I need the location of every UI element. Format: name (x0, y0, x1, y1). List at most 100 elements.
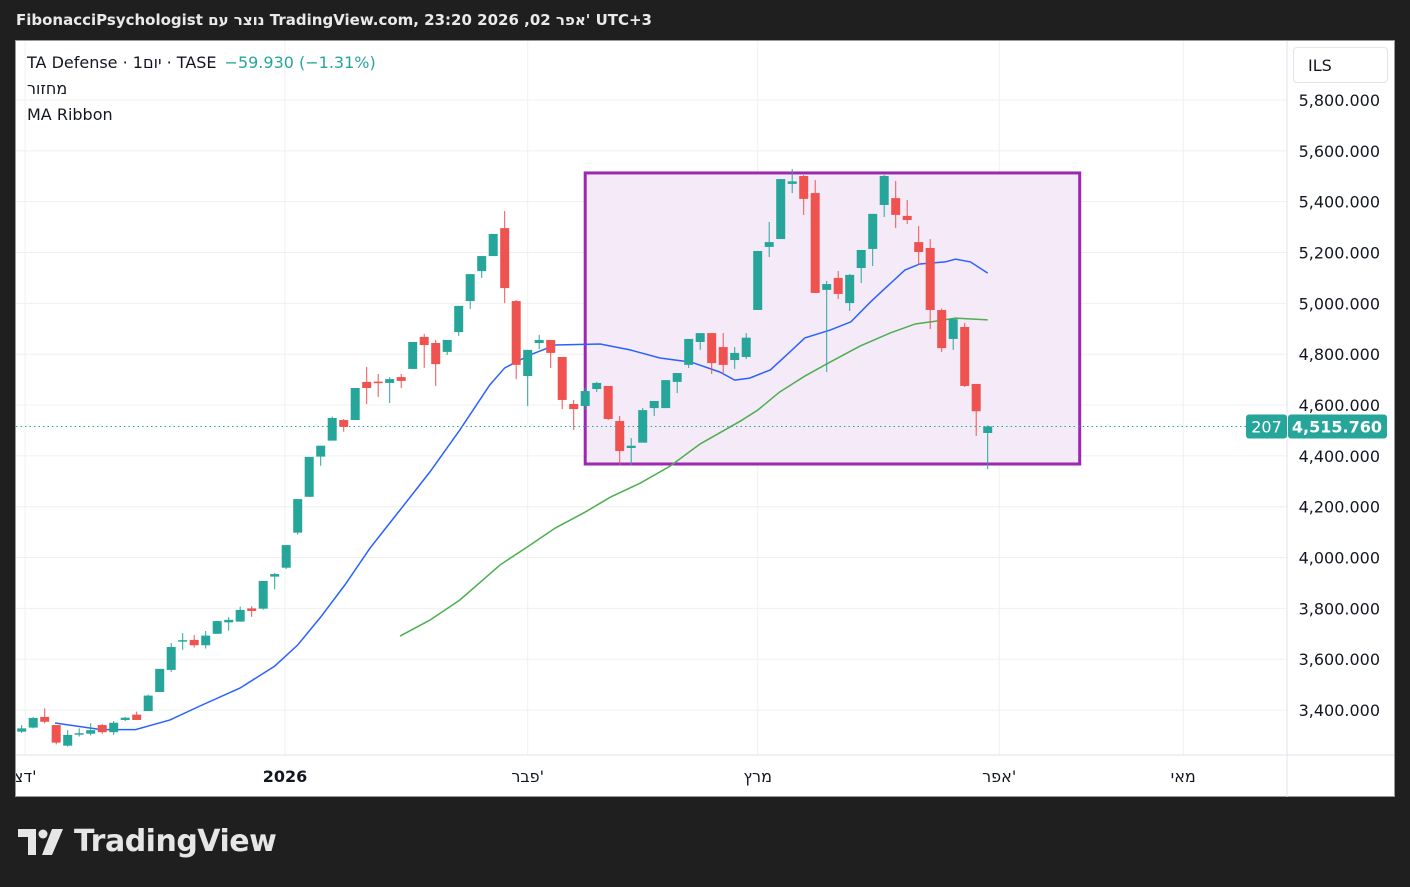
candle (281, 545, 291, 569)
symbol-legend[interactable]: TA Defense · 1יום · TASE −59.930 (−1.31%) (27, 53, 376, 72)
candle (373, 374, 383, 397)
candle-body (258, 580, 268, 609)
candle-body (431, 343, 441, 365)
candle-body (891, 198, 901, 215)
candle (97, 724, 107, 734)
ma-ribbon-legend[interactable]: MA Ribbon (27, 105, 113, 124)
candle-body (270, 574, 280, 577)
candle (845, 274, 855, 311)
candle-body (534, 339, 544, 344)
candle (132, 711, 142, 720)
candle-body (718, 347, 728, 365)
candle-body (937, 309, 947, 349)
candle (914, 226, 924, 265)
candle (925, 239, 935, 330)
time-tick-label: אפר' (982, 767, 1016, 786)
time-tick-label: מרץ (743, 767, 772, 786)
candle (454, 305, 464, 336)
price-tick-label: 4,200.000 (1299, 498, 1380, 517)
candle (258, 580, 268, 610)
candle (856, 249, 866, 284)
candle (638, 408, 648, 443)
candle (661, 380, 671, 409)
candle (120, 716, 130, 721)
candle-body (511, 301, 521, 365)
candle-body (948, 319, 958, 339)
candle-body (74, 733, 84, 735)
candle-body (557, 356, 567, 400)
candle-body (753, 250, 763, 310)
candle-body (592, 382, 602, 390)
countdown-badge (1246, 414, 1287, 439)
candle-body (649, 400, 659, 409)
candle (488, 233, 498, 257)
candle-body (707, 333, 717, 364)
candle (109, 720, 119, 735)
candle-body (914, 242, 924, 253)
candle (63, 730, 73, 747)
candle-body (143, 695, 153, 712)
candle-body (63, 734, 73, 746)
candle (569, 399, 579, 430)
candle (327, 416, 337, 441)
candle (178, 633, 188, 650)
candle-body (304, 456, 314, 497)
candle (764, 222, 774, 258)
candle-body (960, 326, 970, 386)
candle-body (132, 714, 142, 720)
price-tick-label: 5,600.000 (1299, 142, 1380, 161)
candle (28, 717, 38, 729)
candle (293, 499, 303, 535)
currency-button[interactable]: ILS (1293, 47, 1388, 83)
candle (17, 725, 27, 733)
candle-body (879, 176, 889, 205)
candle (362, 366, 372, 405)
candle-body (166, 647, 176, 670)
tradingview-logo-icon (18, 828, 63, 855)
candle (74, 728, 84, 737)
candle-body (385, 379, 395, 383)
candle-body (810, 193, 820, 293)
candle-body (626, 445, 636, 448)
candle (143, 694, 153, 712)
candle (902, 199, 912, 225)
candle (224, 617, 234, 631)
candle (51, 725, 61, 745)
candle-body (615, 421, 625, 452)
ma-slow-line (399, 317, 988, 637)
candle (592, 381, 602, 393)
candle (155, 668, 165, 693)
candle (546, 339, 556, 368)
candle-body (465, 274, 475, 302)
candle-body (546, 339, 556, 353)
candle (960, 322, 970, 387)
candle-body (212, 621, 222, 634)
price-tick-label: 5,200.000 (1299, 244, 1380, 263)
chart-caption: FibonacciPsychologist נוצר עם TradingVie… (16, 11, 652, 29)
candle-body (17, 728, 27, 732)
candle-body (776, 179, 786, 240)
candle-body (247, 608, 257, 611)
candle-body (799, 176, 809, 199)
candle-body (925, 247, 935, 310)
candle-body (442, 339, 452, 352)
candle (86, 723, 96, 736)
price-change: −59.930 (−1.31%) (224, 53, 376, 72)
candle-body (672, 373, 682, 382)
candle-body (971, 383, 981, 412)
volume-legend[interactable]: מחזור (27, 79, 68, 98)
candle-body (902, 215, 912, 220)
price-tick-label: 5,400.000 (1299, 193, 1380, 212)
symbol-title: TA Defense · 1יום · TASE (27, 53, 217, 72)
candle (477, 256, 487, 278)
candle-body (224, 619, 234, 623)
candle (511, 300, 521, 380)
candle-body (28, 717, 38, 728)
candle (891, 181, 901, 229)
price-tick-label: 4,600.000 (1299, 396, 1380, 415)
time-tick-label: פבר' (511, 767, 544, 786)
price-tick-label: 3,600.000 (1299, 650, 1380, 669)
time-tick-label: מאי (1171, 767, 1196, 786)
candle (523, 349, 533, 407)
